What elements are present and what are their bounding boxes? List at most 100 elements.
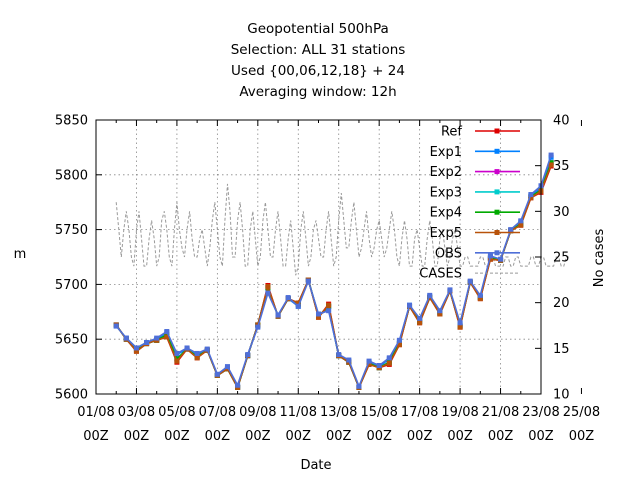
x-tick-label-date: 09/08 (239, 405, 276, 420)
legend-swatch-marker (494, 209, 500, 215)
y-axis-label: m (14, 247, 27, 262)
data-point-exp5 (174, 358, 180, 364)
data-point-exp5 (265, 284, 271, 290)
y2-tick-label: 15 (553, 342, 570, 357)
data-point-obs (407, 302, 413, 308)
legend-swatch-marker (494, 148, 500, 154)
x-tick-label-hour: 00Z (245, 429, 271, 444)
data-point-exp5 (548, 162, 554, 168)
data-point-obs (386, 355, 392, 361)
x-tick-label-date: 25/08 (563, 405, 600, 420)
data-point-obs (518, 218, 524, 224)
data-point-obs (548, 152, 554, 158)
data-point-exp5 (457, 324, 463, 330)
data-point-obs (265, 290, 271, 296)
legend-swatch-marker (494, 128, 500, 134)
title-line-2: Selection: ALL 31 stations (231, 42, 406, 58)
y-tick-label: 5700 (55, 278, 88, 293)
x-axis-label: Date (300, 458, 331, 473)
data-point-exp5 (326, 302, 332, 308)
y2-tick-label: 30 (553, 205, 570, 220)
x-tick-label-date: 07/08 (199, 405, 236, 420)
data-point-obs (487, 253, 493, 259)
data-point-obs (316, 311, 321, 317)
data-point-exp5 (133, 348, 139, 354)
legend-label: Exp4 (430, 206, 462, 221)
x-tick-label-hour: 00Z (407, 429, 433, 444)
data-point-obs (245, 352, 251, 358)
data-point-obs (174, 350, 180, 356)
data-point-obs (528, 192, 534, 198)
data-point-exp5 (528, 195, 534, 201)
data-point-exp5 (487, 256, 493, 262)
data-point-obs (366, 358, 372, 364)
data-point-exp5 (194, 355, 200, 361)
legend-swatch-marker (494, 230, 500, 235)
x-tick-label-hour: 00Z (488, 429, 514, 444)
data-point-obs (204, 346, 210, 352)
y2-tick-label: 20 (553, 296, 570, 311)
title-line-3: Used {00,06,12,18} + 24 (231, 63, 405, 79)
legend-swatch-marker (494, 169, 500, 175)
x-tick-label-date: 15/08 (360, 405, 397, 420)
data-point-obs (295, 303, 301, 309)
legend: Ref Exp1 Exp2 Exp3 Exp4 Exp5 OBS CASES (419, 125, 520, 282)
data-point-obs (194, 350, 200, 356)
data-point-obs (275, 312, 281, 318)
data-point-obs (133, 345, 139, 351)
data-point-obs (255, 324, 261, 330)
data-point-obs (154, 335, 160, 341)
x-tick-label-date: 21/08 (482, 405, 519, 420)
chart-title: Geopotential 500hPa Selection: ALL 31 st… (231, 21, 406, 100)
data-point-obs (356, 383, 362, 389)
data-point-exp5 (477, 296, 483, 302)
x-tick-label-date: 23/08 (522, 405, 559, 420)
data-point-obs (417, 315, 423, 321)
data-point-exp5 (295, 300, 301, 306)
data-point-obs (396, 337, 402, 343)
data-point-obs (184, 345, 190, 351)
legend-swatch-marker (494, 189, 500, 195)
data-point-exp5 (417, 320, 423, 326)
series-layer (113, 152, 554, 390)
data-point-obs (113, 323, 119, 329)
data-point-obs (376, 363, 382, 369)
x-tick-label-hour: 00Z (124, 429, 150, 444)
data-point-obs (326, 308, 332, 314)
data-point-obs (437, 308, 443, 314)
axes: 01/08 00Z 03/08 00Z 05/08 00Z 07/08 00Z 09/08 00Z… (55, 114, 600, 445)
data-point-exp5 (518, 222, 524, 228)
legend-label: CASES (419, 267, 462, 282)
data-point-obs (498, 256, 504, 262)
x-tick-label-date: 19/08 (441, 405, 478, 420)
data-point-exp5 (366, 361, 372, 367)
data-point-exp5 (437, 311, 443, 317)
data-point-obs (305, 278, 311, 284)
data-point-obs (214, 371, 220, 377)
x-tick-label-hour: 00Z (569, 429, 595, 444)
legend-swatch-marker (494, 250, 500, 256)
y2-tick-label: 35 (553, 159, 570, 174)
data-point-obs (336, 352, 342, 358)
plot-frame (95, 119, 542, 395)
x-tick-label-hour: 00Z (366, 429, 392, 444)
legend-label: Exp3 (430, 185, 462, 200)
x-tick-label-date: 01/08 (77, 405, 114, 420)
data-point-obs (235, 382, 241, 388)
legend-label: Exp1 (430, 145, 462, 160)
x-tick-label-hour: 00Z (164, 429, 190, 444)
y2-tick-label: 25 (553, 251, 570, 266)
x-tick-label-hour: 00Z (286, 429, 312, 444)
series-obs (113, 152, 554, 389)
data-point-obs (123, 335, 129, 341)
y-tick-label: 5850 (55, 114, 88, 129)
legend-label: Exp2 (430, 165, 462, 180)
y2-axis-label: No cases (592, 229, 607, 288)
x-tick-label-hour: 00Z (528, 429, 554, 444)
data-point-obs (224, 364, 230, 370)
data-point-obs (285, 295, 291, 301)
data-point-obs (346, 357, 352, 363)
data-point-obs (457, 320, 463, 326)
data-point-exp5 (316, 314, 321, 320)
